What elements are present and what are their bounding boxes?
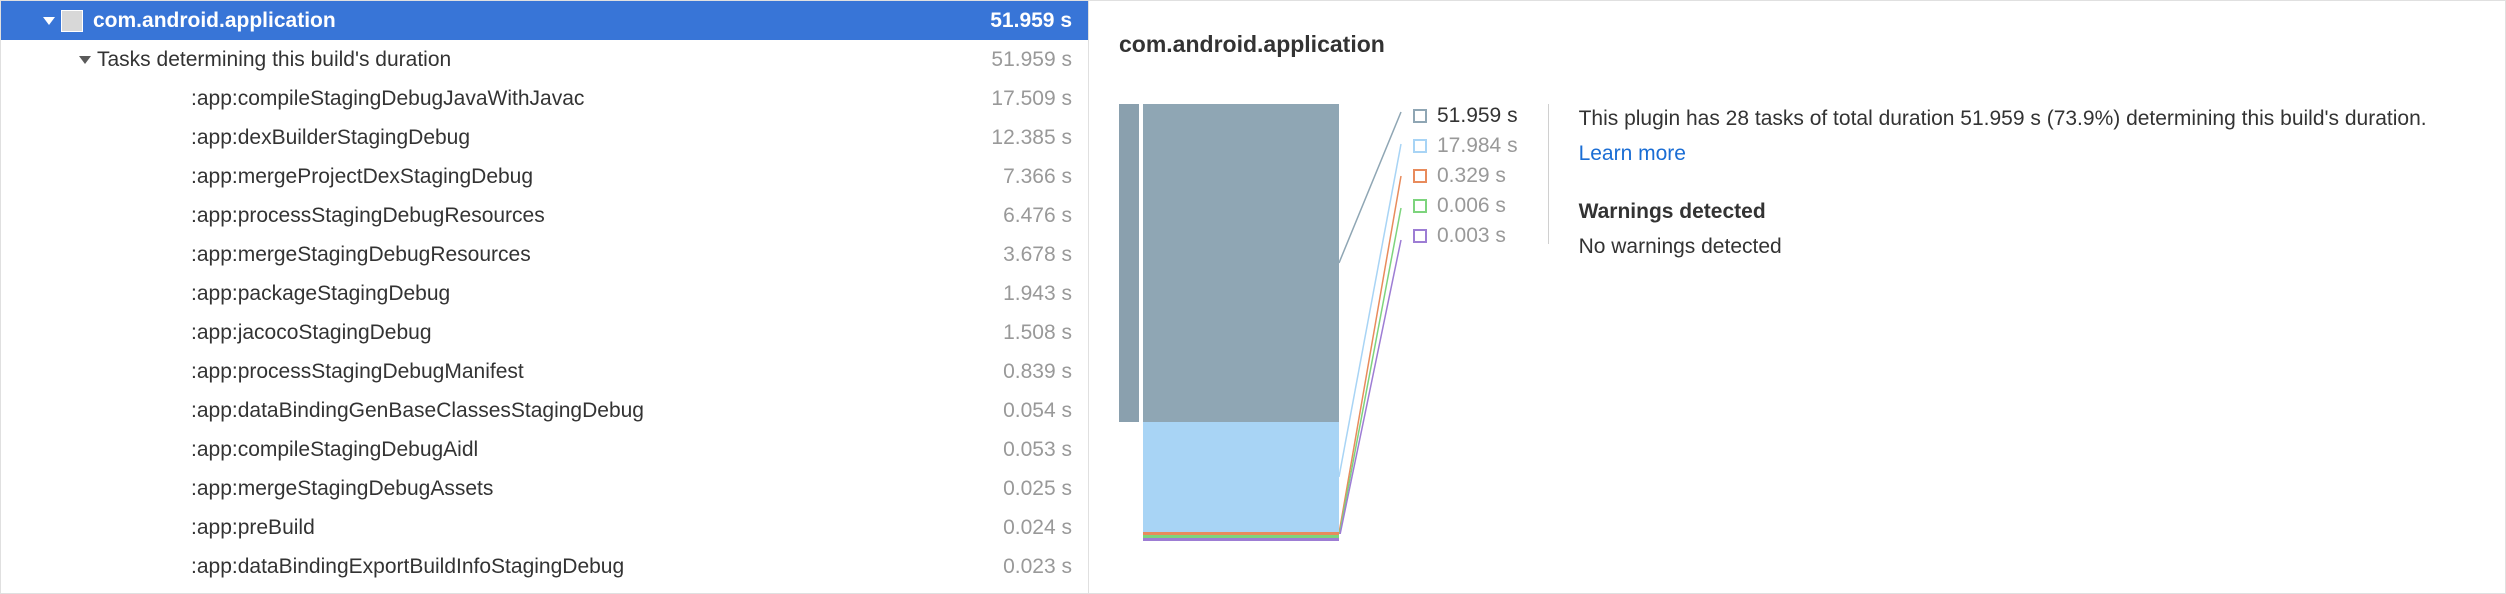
- task-row[interactable]: :app:dataBindingGenBaseClassesStagingDeb…: [1, 391, 1088, 430]
- task-row[interactable]: :app:mergeProjectDexStagingDebug7.366 s: [1, 157, 1088, 196]
- legend-row: 0.329 s: [1413, 164, 1518, 188]
- task-label: :app:mergeStagingDebugResources: [191, 243, 1003, 267]
- legend-marker: [1413, 229, 1427, 243]
- legend-label: 17.984 s: [1437, 134, 1518, 158]
- duration-chart: [1119, 104, 1339, 534]
- task-label: :app:packageStagingDebug: [191, 282, 1003, 306]
- task-label: :app:dexBuilderStagingDebug: [191, 126, 991, 150]
- task-label: :app:compileStagingDebugJavaWithJavac: [191, 87, 991, 111]
- detail-panel: com.android.application 51.959 s 17.984 s…: [1089, 1, 2505, 593]
- legend-row: 17.984 s: [1413, 134, 1518, 158]
- legend-label: 0.006 s: [1437, 194, 1506, 218]
- task-label: :app:compileStagingDebugAidl: [191, 438, 1003, 462]
- task-duration: 0.024 s: [1003, 516, 1072, 540]
- warnings-text: No warnings detected: [1579, 232, 2485, 261]
- legend-row: 0.003 s: [1413, 224, 1518, 248]
- legend-marker: [1413, 199, 1427, 213]
- task-duration: 0.053 s: [1003, 438, 1072, 462]
- chart-legend: 51.959 s 17.984 s 0.329 s 0.006 s 0.003 s: [1413, 104, 1518, 254]
- plugin-label: com.android.application: [93, 9, 990, 33]
- chart-side-bar: [1119, 104, 1139, 422]
- task-row[interactable]: :app:mergeStagingDebugAssets0.025 s: [1, 469, 1088, 508]
- plugin-row[interactable]: com.android.application 51.959 s: [1, 1, 1088, 40]
- task-row[interactable]: :app:compileStagingDebugJavaWithJavac17.…: [1, 79, 1088, 118]
- build-analyzer-panel: com.android.application 51.959 s Tasks d…: [0, 0, 2506, 594]
- legend-label: 51.959 s: [1437, 104, 1518, 128]
- task-label: :app:dataBindingExportBuildInfoStagingDe…: [191, 555, 1003, 579]
- warnings-heading: Warnings detected: [1579, 197, 2485, 226]
- legend-label: 0.329 s: [1437, 164, 1506, 188]
- vertical-divider: [1548, 104, 1549, 244]
- plugin-duration: 51.959 s: [990, 9, 1072, 33]
- task-row[interactable]: :app:compileStagingDebugAidl0.053 s: [1, 430, 1088, 469]
- task-tree-panel: com.android.application 51.959 s Tasks d…: [1, 1, 1089, 593]
- task-duration: 1.508 s: [1003, 321, 1072, 345]
- task-label: :app:processStagingDebugResources: [191, 204, 1003, 228]
- chart-segment: [1143, 422, 1339, 532]
- task-label: :app:mergeProjectDexStagingDebug: [191, 165, 1003, 189]
- subtree-label: Tasks determining this build's duration: [97, 48, 991, 72]
- legend-marker: [1413, 169, 1427, 183]
- task-row[interactable]: :app:packageStagingDebug1.943 s: [1, 274, 1088, 313]
- subtree-duration: 51.959 s: [991, 48, 1072, 72]
- learn-more-link[interactable]: Learn more: [1579, 142, 1686, 165]
- task-duration: 7.366 s: [1003, 165, 1072, 189]
- chevron-down-icon[interactable]: [43, 17, 55, 25]
- task-duration: 3.678 s: [1003, 243, 1072, 267]
- task-row[interactable]: :app:jacocoStagingDebug1.508 s: [1, 313, 1088, 352]
- task-duration: 0.023 s: [1003, 555, 1072, 579]
- task-label: :app:preBuild: [191, 516, 1003, 540]
- task-row[interactable]: :app:processStagingDebugManifest0.839 s: [1, 352, 1088, 391]
- legend-row: 0.006 s: [1413, 194, 1518, 218]
- info-text: This plugin has 28 tasks of total durati…: [1579, 104, 2485, 133]
- task-duration: 0.839 s: [1003, 360, 1072, 384]
- task-row[interactable]: :app:dexBuilderStagingDebug12.385 s: [1, 118, 1088, 157]
- task-row[interactable]: :app:preBuild0.024 s: [1, 508, 1088, 547]
- legend-marker: [1413, 109, 1427, 123]
- task-row[interactable]: :app:processStagingDebugResources6.476 s: [1, 196, 1088, 235]
- legend-marker: [1413, 139, 1427, 153]
- chevron-down-icon[interactable]: [79, 56, 91, 64]
- chart-segment: [1143, 104, 1339, 422]
- detail-title: com.android.application: [1119, 31, 2485, 58]
- task-duration: 12.385 s: [991, 126, 1072, 150]
- task-row[interactable]: :app:mergeStagingDebugResources3.678 s: [1, 235, 1088, 274]
- info-block: This plugin has 28 tasks of total durati…: [1579, 104, 2485, 268]
- task-duration: 6.476 s: [1003, 204, 1072, 228]
- task-label: :app:processStagingDebugManifest: [191, 360, 1003, 384]
- plugin-icon: [61, 10, 83, 32]
- task-label: :app:mergeStagingDebugAssets: [191, 477, 1003, 501]
- task-label: :app:dataBindingGenBaseClassesStagingDeb…: [191, 399, 1003, 423]
- legend-row: 51.959 s: [1413, 104, 1518, 128]
- task-list: :app:compileStagingDebugJavaWithJavac17.…: [1, 79, 1088, 586]
- task-row[interactable]: :app:dataBindingExportBuildInfoStagingDe…: [1, 547, 1088, 586]
- chart-area: 51.959 s 17.984 s 0.329 s 0.006 s 0.003 s Th…: [1119, 104, 2485, 534]
- chart-segment: [1143, 538, 1339, 541]
- task-duration: 1.943 s: [1003, 282, 1072, 306]
- subtree-row[interactable]: Tasks determining this build's duration …: [1, 40, 1088, 79]
- task-duration: 0.054 s: [1003, 399, 1072, 423]
- task-label: :app:jacocoStagingDebug: [191, 321, 1003, 345]
- task-duration: 0.025 s: [1003, 477, 1072, 501]
- task-duration: 17.509 s: [991, 87, 1072, 111]
- legend-label: 0.003 s: [1437, 224, 1506, 248]
